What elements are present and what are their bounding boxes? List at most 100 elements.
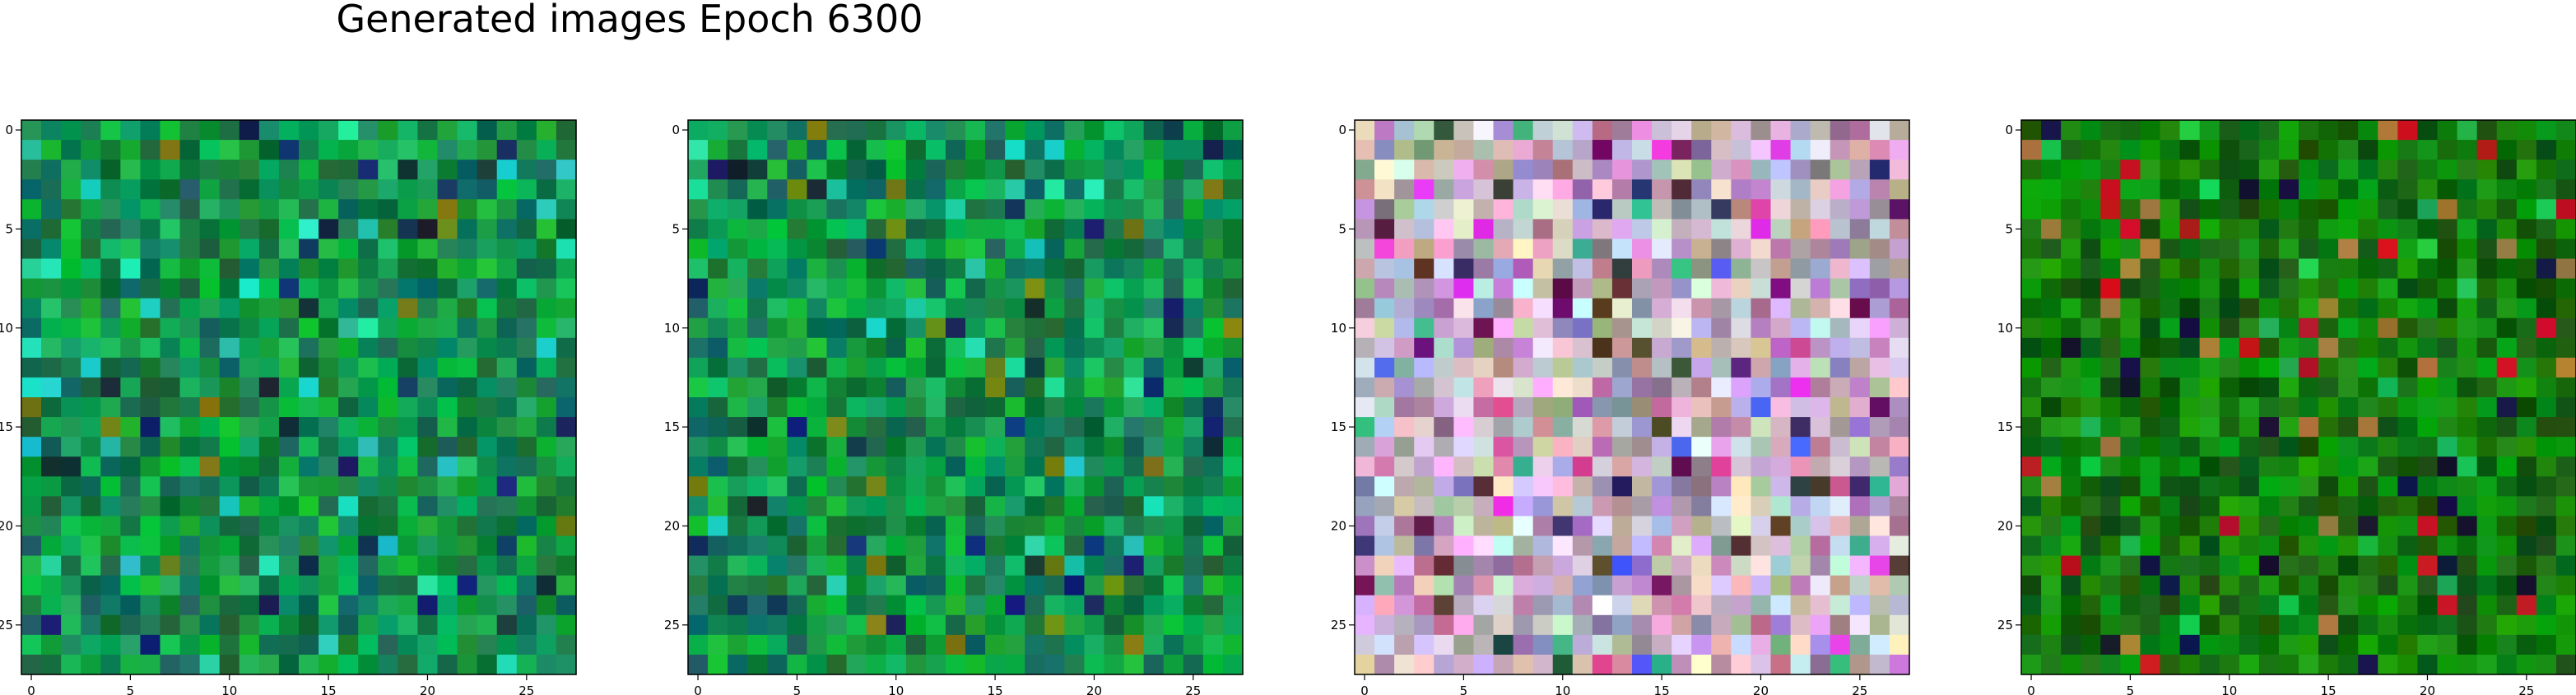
pixel-cell xyxy=(1005,595,1025,616)
pixel-cell xyxy=(21,615,42,636)
pixel-cell xyxy=(279,536,300,557)
pixel-cell xyxy=(140,536,160,557)
pixel-cell xyxy=(965,536,986,557)
pixel-cell xyxy=(1850,279,1871,299)
pixel-cell xyxy=(807,338,827,359)
pixel-cell xyxy=(1453,120,1474,141)
pixel-cell xyxy=(886,655,907,675)
pixel-cell xyxy=(847,140,867,160)
pixel-cell xyxy=(1870,437,1890,457)
pixel-cell xyxy=(477,635,498,656)
pixel-cell xyxy=(747,160,768,180)
pixel-cell xyxy=(728,378,748,398)
pixel-cell xyxy=(926,437,946,457)
pixel-cell xyxy=(1751,615,1771,636)
pixel-cell xyxy=(1394,358,1415,378)
pixel-cell xyxy=(1203,318,1224,339)
pixel-cell xyxy=(1771,160,1792,180)
pixel-cell xyxy=(2021,437,2042,457)
pixel-cell xyxy=(2517,595,2537,616)
pixel-cell xyxy=(787,655,807,675)
pixel-cell xyxy=(1850,496,1871,517)
pixel-cell xyxy=(1791,199,1811,220)
pixel-cell xyxy=(2358,476,2378,497)
pixel-cell xyxy=(946,456,966,477)
pixel-cell xyxy=(1414,536,1434,557)
pixel-cell xyxy=(417,556,438,577)
pixel-cell xyxy=(867,635,887,656)
pixel-cell xyxy=(1533,655,1554,675)
pixel-cell xyxy=(319,417,339,438)
pixel-cell xyxy=(1612,516,1633,536)
pixel-cell xyxy=(1374,259,1395,280)
pixel-cell xyxy=(2318,635,2339,656)
pixel-cell xyxy=(2397,299,2418,319)
pixel-cell xyxy=(1005,615,1025,636)
pixel-cell xyxy=(1791,556,1811,577)
pixel-cell xyxy=(239,199,260,220)
pixel-cell xyxy=(1355,635,1375,656)
pixel-cell xyxy=(160,576,181,596)
pixel-cell xyxy=(728,140,748,160)
pixel-cell xyxy=(477,496,498,517)
pixel-cell xyxy=(1691,437,1712,457)
pixel-cell xyxy=(1573,219,1593,239)
pixel-cell xyxy=(946,259,966,280)
pixel-cell xyxy=(946,299,966,319)
pixel-cell xyxy=(906,556,927,577)
pixel-cell xyxy=(1870,358,1890,378)
pixel-cell xyxy=(417,496,438,517)
pixel-cell xyxy=(1414,516,1434,536)
pixel-cell xyxy=(41,120,62,141)
pixel-cell xyxy=(2299,160,2319,180)
pixel-cell xyxy=(1711,437,1732,457)
pixel-cell xyxy=(728,120,748,141)
pixel-cell xyxy=(1890,516,1910,536)
pixel-cell xyxy=(1374,299,1395,319)
pixel-cell xyxy=(767,318,788,339)
pixel-cell xyxy=(1414,615,1434,636)
pixel-cell xyxy=(1453,299,1474,319)
pixel-cell xyxy=(1652,299,1672,319)
pixel-cell xyxy=(1355,397,1375,418)
pixel-cell xyxy=(2397,239,2418,259)
pixel-cell xyxy=(239,358,260,378)
pixel-cell xyxy=(358,655,379,675)
pixel-cell xyxy=(1223,417,1244,438)
pixel-cell xyxy=(1870,179,1890,200)
pixel-cell xyxy=(1652,140,1672,160)
pixel-cell xyxy=(2299,140,2319,160)
pixel-cell xyxy=(2556,456,2576,477)
pixel-cell xyxy=(1084,576,1104,596)
pixel-cell xyxy=(1164,140,1184,160)
pixel-cell xyxy=(458,140,478,160)
pixel-cell xyxy=(1573,655,1593,675)
pixel-cell xyxy=(1553,476,1574,497)
pixel-cell xyxy=(21,437,42,457)
pixel-cell xyxy=(1025,397,1045,418)
pixel-cell xyxy=(1514,140,1534,160)
pixel-cell xyxy=(2041,615,2062,636)
pixel-cell xyxy=(1025,120,1045,141)
pixel-cell xyxy=(517,338,537,359)
pixel-cell xyxy=(886,476,907,497)
pixel-cell xyxy=(2100,259,2121,280)
pixel-cell xyxy=(279,516,300,536)
pixel-cell xyxy=(886,378,907,398)
pixel-cell xyxy=(220,279,240,299)
pixel-cell xyxy=(2140,397,2160,418)
pixel-cell xyxy=(2299,279,2319,299)
pixel-cell xyxy=(965,437,986,457)
pixel-cell xyxy=(1203,259,1224,280)
pixel-cell xyxy=(2220,437,2240,457)
pixel-cell xyxy=(2338,179,2359,200)
pixel-cell xyxy=(2536,556,2557,577)
pixel-cell xyxy=(1084,299,1104,319)
pixel-cell xyxy=(2417,635,2438,656)
pixel-cell xyxy=(2061,318,2081,339)
pixel-cell xyxy=(728,536,748,557)
pixel-cell xyxy=(1104,279,1125,299)
pixel-cell xyxy=(1593,140,1613,160)
pixel-cell xyxy=(2200,358,2220,378)
pixel-cell xyxy=(1830,536,1851,557)
